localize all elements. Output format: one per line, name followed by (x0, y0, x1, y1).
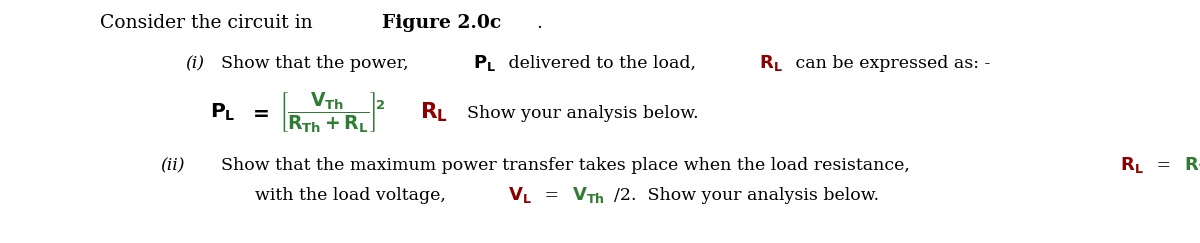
Text: /2.  Show your analysis below.: /2. Show your analysis below. (614, 187, 880, 204)
Text: can be expressed as: -: can be expressed as: - (790, 55, 990, 72)
Text: $\mathbf{P_L}$: $\mathbf{P_L}$ (473, 53, 497, 73)
Text: delivered to the load,: delivered to the load, (503, 55, 702, 72)
Text: Figure 2.0c: Figure 2.0c (382, 14, 502, 32)
Text: $\mathbf{R_L}$: $\mathbf{R_L}$ (1120, 155, 1144, 175)
Text: $\left[\dfrac{\mathbf{V_{Th}}}{\mathbf{R_{Th}+R_L}}\right]^{\!\mathbf{2}}$: $\left[\dfrac{\mathbf{V_{Th}}}{\mathbf{R… (278, 91, 385, 135)
Text: Show that the maximum power transfer takes place when the load resistance,: Show that the maximum power transfer tak… (210, 157, 916, 174)
Text: $\mathbf{R_L}$: $\mathbf{R_L}$ (420, 100, 449, 124)
Text: with the load voltage,: with the load voltage, (256, 187, 451, 204)
Text: =: = (539, 187, 565, 204)
Text: $\mathbf{V_{Th}}$: $\mathbf{V_{Th}}$ (572, 185, 605, 205)
Text: (i): (i) (185, 55, 204, 72)
Text: =: = (1151, 157, 1176, 174)
Text: (ii): (ii) (160, 157, 185, 174)
Text: Show your analysis below.: Show your analysis below. (456, 105, 700, 122)
Text: Consider the circuit in: Consider the circuit in (100, 14, 319, 32)
Text: $\mathbf{R_L}$: $\mathbf{R_L}$ (760, 53, 782, 73)
Text: Show that the power,: Show that the power, (210, 55, 414, 72)
Text: $\mathbf{P_L}$: $\mathbf{P_L}$ (210, 102, 235, 123)
Text: $\mathbf{\;=\;}$: $\mathbf{\;=\;}$ (242, 103, 269, 122)
Text: $\mathbf{V_L}$: $\mathbf{V_L}$ (509, 185, 532, 205)
Text: $\mathbf{R_{Th}}$: $\mathbf{R_{Th}}$ (1184, 155, 1200, 175)
Text: .: . (536, 14, 542, 32)
